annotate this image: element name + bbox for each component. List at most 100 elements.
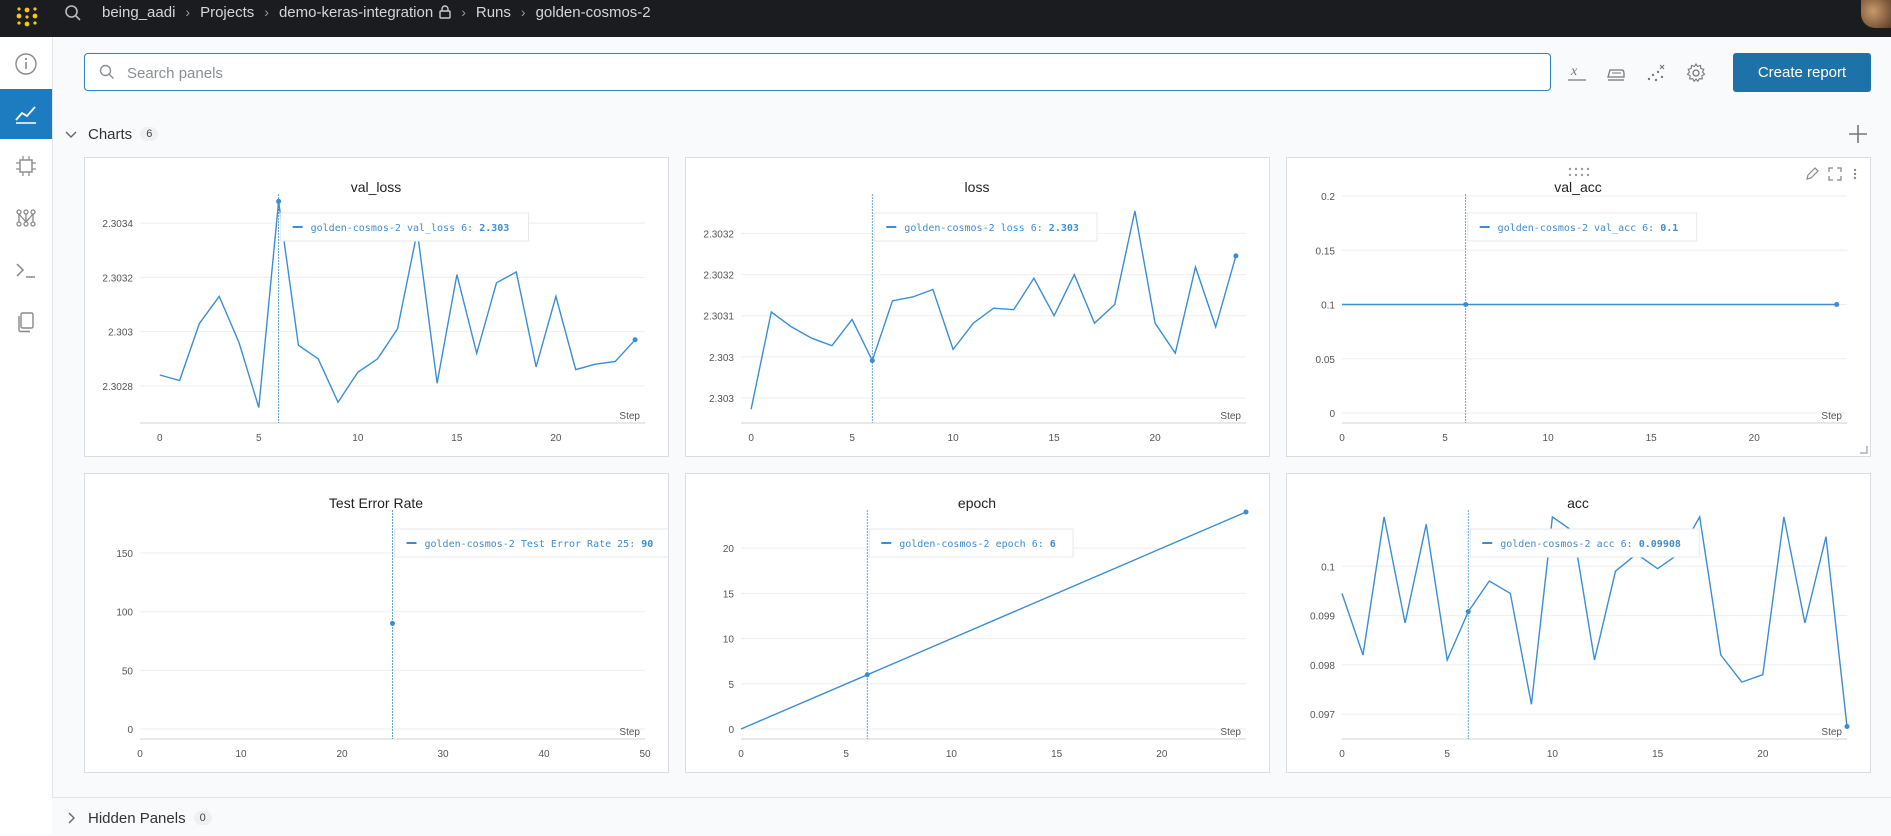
x-tick-label: 20 <box>1749 433 1761 444</box>
breadcrumb-projects[interactable]: Projects <box>200 3 255 21</box>
x-tick-label: 10 <box>352 433 364 444</box>
tooltip-run-name: golden-cosmos-2 <box>425 539 521 550</box>
y-tick-label: 2.303 <box>108 328 133 339</box>
x-axis-label: Step <box>1821 411 1842 422</box>
breadcrumb-entity[interactable]: being_aadi <box>102 3 176 21</box>
y-tick-label: 0 <box>1329 409 1335 420</box>
chart-panel-test-error-rate[interactable]: Test Error Rate 0 50 100 150 0 10 20 30 40 50 Step g… <box>84 473 669 773</box>
charts-section-toggle[interactable]: Charts 6 <box>64 122 159 146</box>
breadcrumb-run[interactable]: golden-cosmos-2 <box>535 3 651 21</box>
chart-title: val_acc <box>1554 179 1601 195</box>
add-panel-plus-icon[interactable] <box>1846 122 1870 146</box>
y-tick-label: 2.303 <box>709 353 734 364</box>
chart-panel-val-loss[interactable]: val_loss 2.3028 2.303 2.3032 2.3034 0 5 10 15 20 S… <box>84 157 669 457</box>
sidebar <box>0 37 53 835</box>
tooltip-text: golden-cosmos-2 Test Error Rate 25: 90 <box>425 539 654 550</box>
x-tick-label: 15 <box>1652 749 1664 760</box>
series-line <box>750 210 1237 410</box>
sidebar-item-system[interactable] <box>0 141 52 191</box>
x-tick-label: 40 <box>538 749 550 760</box>
more-vertical-icon[interactable] <box>1850 166 1860 182</box>
settings-gear-icon <box>1686 62 1706 83</box>
series-line <box>159 201 636 408</box>
x-axis-button[interactable]: x <box>1564 60 1590 86</box>
sidebar-item-overview[interactable] <box>0 39 52 89</box>
tooltip-metric: Test Error Rate 25: <box>521 539 641 550</box>
y-tick-label: 0.1 <box>1321 562 1335 573</box>
svg-text:x: x <box>1570 64 1578 79</box>
x-tick-label: 5 <box>843 749 849 760</box>
chart-title: epoch <box>958 495 996 511</box>
chevron-right-icon: › <box>461 4 466 20</box>
wandb-dots-logo-icon[interactable] <box>14 5 40 31</box>
charts-icon <box>15 106 36 124</box>
search-icon <box>99 64 114 79</box>
tooltip-box <box>1467 212 1698 242</box>
x-tick-label: 15 <box>451 433 463 444</box>
x-tick-label: 10 <box>1547 749 1559 760</box>
tooltip-text: golden-cosmos-2 val_acc 6: 0.1 <box>1498 223 1679 234</box>
x-tick-label: 20 <box>550 433 562 444</box>
resize-handle-icon[interactable] <box>1858 444 1868 454</box>
tooltip-value: 0.1 <box>1660 223 1678 234</box>
hidden-panels-row: Hidden Panels 0 <box>52 797 1891 836</box>
x-tick-label: 5 <box>1442 433 1448 444</box>
x-tick-label: 5 <box>256 433 262 444</box>
chart-panel-loss[interactable]: loss 2.303 2.303 2.3031 2.3032 2.3032 0 5 10 15 20… <box>685 157 1270 457</box>
x-tick-label: 0 <box>748 433 754 444</box>
sidebar-item-logs[interactable] <box>0 245 52 295</box>
settings-button[interactable] <box>1683 60 1709 86</box>
edit-pencil-icon[interactable] <box>1804 166 1820 182</box>
tooltip-box <box>1469 528 1700 558</box>
outliers-button[interactable] <box>1643 60 1669 86</box>
lock-icon <box>439 5 451 19</box>
chart-panel-epoch[interactable]: epoch 0 5 10 15 20 0 5 10 15 20 Step golden-cosmos-2… <box>685 473 1270 773</box>
smoothing-button[interactable] <box>1603 60 1629 86</box>
avatar[interactable] <box>1861 0 1891 28</box>
x-tick-label: 10 <box>946 749 958 760</box>
drag-handle-icon[interactable] <box>1567 166 1595 178</box>
tooltip-box <box>280 212 530 242</box>
hidden-panels-toggle[interactable]: Hidden Panels 0 <box>64 806 212 830</box>
sidebar-item-files[interactable] <box>0 297 52 347</box>
chart-panel-val-acc[interactable]: val_acc 0 0.05 0.1 0.15 0.2 0 5 10 15 20 Step golden… <box>1286 157 1871 457</box>
x-tick-label: 20 <box>1156 749 1168 760</box>
x-tick-label: 10 <box>948 433 960 444</box>
sidebar-item-charts[interactable] <box>0 89 52 139</box>
tooltip-text: golden-cosmos-2 loss 6: 2.303 <box>904 223 1079 234</box>
chevron-right-icon: › <box>185 4 191 20</box>
val-loss-chart: val_loss 2.3028 2.303 2.3032 2.3034 0 5 10 15 20 S… <box>102 179 645 444</box>
breadcrumb-runs[interactable]: Runs <box>475 3 511 21</box>
hover-point <box>1463 302 1469 307</box>
x-tick-label: 20 <box>336 749 348 760</box>
x-tick-label: 20 <box>1150 433 1162 444</box>
tooltip-metric: val_loss 6: <box>407 223 479 234</box>
tooltip-value: 2.303 <box>479 223 509 234</box>
y-tick-label: 2.3032 <box>703 271 734 282</box>
chevron-down-icon <box>65 131 77 138</box>
breadcrumb-project[interactable]: demo-keras-integration <box>278 3 434 21</box>
y-tick-label: 0.098 <box>1310 661 1335 672</box>
y-tick-label: 0 <box>728 725 734 736</box>
chart-title: acc <box>1567 495 1589 511</box>
y-tick-label: 5 <box>728 680 734 691</box>
y-tick-label: 150 <box>116 549 133 560</box>
tooltip-run-name: golden-cosmos-2 <box>311 223 407 234</box>
chart-panel-acc[interactable]: acc 0.097 0.098 0.099 0.1 0 5 10 15 20 Step golden-… <box>1286 473 1871 773</box>
hover-point <box>1465 609 1471 615</box>
y-tick-label: 2.3032 <box>703 229 734 240</box>
fullscreen-icon[interactable] <box>1827 166 1843 182</box>
tooltip-metric: acc 6: <box>1597 539 1639 550</box>
y-tick-label: 0.1 <box>1321 301 1335 312</box>
chevron-right-icon <box>68 812 75 824</box>
y-tick-label: 2.3034 <box>102 219 133 230</box>
last-point <box>632 337 638 343</box>
smoothing-icon <box>1607 69 1625 81</box>
sidebar-item-model[interactable] <box>0 193 52 243</box>
search-panels-input[interactable] <box>125 60 1509 86</box>
x-tick-label: 0 <box>738 749 744 760</box>
search-icon[interactable] <box>64 4 82 22</box>
x-tick-label: 0 <box>1339 433 1345 444</box>
x-axis-icon: x <box>1568 64 1586 81</box>
create-report-button[interactable]: Create report <box>1733 53 1871 92</box>
